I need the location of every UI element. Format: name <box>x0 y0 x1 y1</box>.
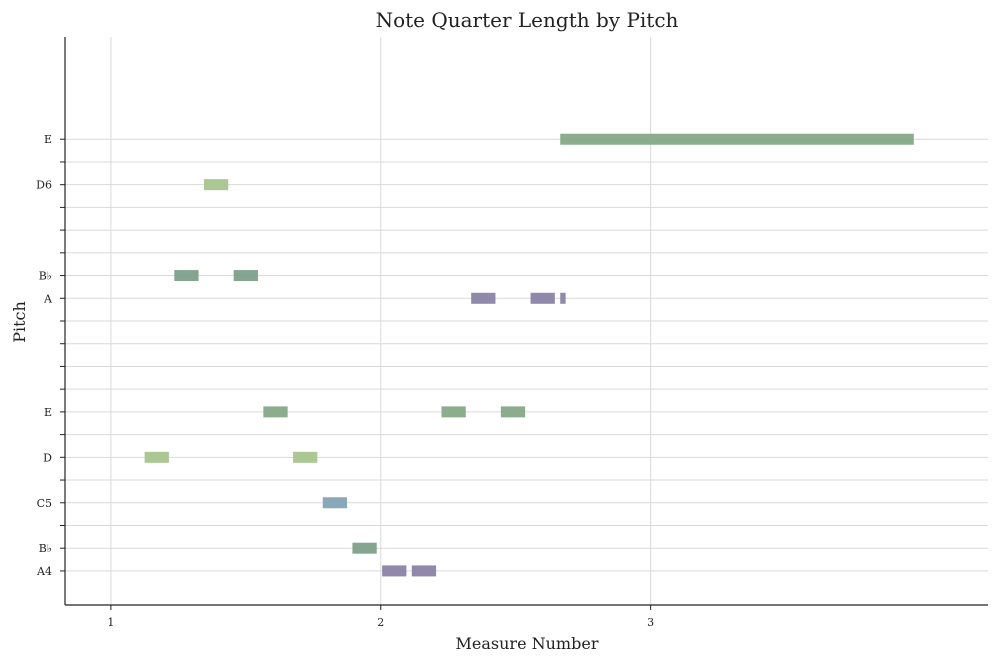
note-bar <box>530 292 555 304</box>
note-bar <box>382 565 407 577</box>
note-bar <box>144 451 169 463</box>
y-tick-label: E <box>44 133 52 146</box>
note-bar <box>441 406 466 418</box>
note-bar <box>322 497 348 509</box>
note-bar <box>500 406 526 418</box>
y-axis-label: Pitch <box>10 301 29 343</box>
x-tick-label: 1 <box>107 616 114 629</box>
note-bar <box>263 406 288 418</box>
y-tick-label: D <box>43 451 52 464</box>
note-bar <box>471 292 496 304</box>
y-tick-label: D6 <box>36 179 52 192</box>
y-tick-label: A4 <box>36 565 52 578</box>
x-axis-label: Measure Number <box>456 634 599 653</box>
y-tick-label: C5 <box>37 497 52 510</box>
y-tick-label: A <box>43 292 53 305</box>
note-bar <box>174 270 199 282</box>
tick-labels: A4 B♭ C5 D E A B♭ D6 E 1 2 3 <box>36 133 654 629</box>
note-bar <box>352 542 377 554</box>
chart-title: Note Quarter Length by Pitch <box>376 8 679 32</box>
note-bar <box>560 292 566 304</box>
note-bars <box>144 133 914 577</box>
note-bar <box>560 133 914 145</box>
y-tick-label: B♭ <box>39 270 52 283</box>
note-bar <box>411 565 437 577</box>
note-bar <box>233 270 258 282</box>
y-tick-label: E <box>44 406 52 419</box>
x-tick-label: 2 <box>377 616 384 629</box>
note-bar <box>203 179 229 191</box>
x-tick-label: 3 <box>647 616 654 629</box>
y-tick-label: B♭ <box>39 542 52 555</box>
grid-layer <box>65 37 988 605</box>
note-bar <box>293 451 318 463</box>
